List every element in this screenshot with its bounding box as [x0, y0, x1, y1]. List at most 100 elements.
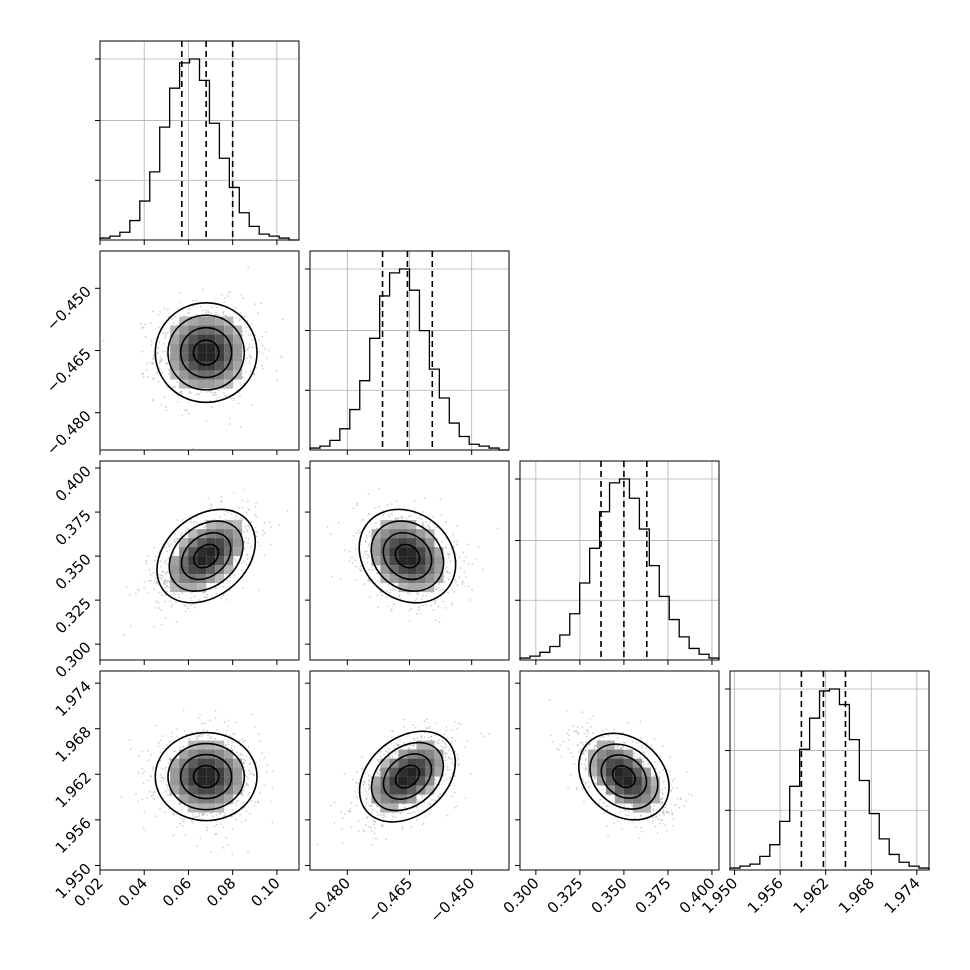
scatter-point: [120, 796, 123, 799]
density-cell: [416, 556, 426, 566]
scatter-point: [198, 393, 201, 396]
scatter-point: [249, 334, 252, 337]
scatter-point: [399, 811, 401, 814]
scatter-point: [457, 763, 459, 766]
scatter-point: [152, 354, 155, 357]
density-cell: [398, 556, 408, 566]
scatter-point: [428, 527, 431, 530]
scatter-point: [348, 560, 351, 563]
scatter-point: [157, 745, 160, 748]
scatter-point: [204, 309, 207, 312]
scatter-point: [266, 764, 268, 766]
scatter-point: [166, 581, 169, 584]
scatter-point: [191, 599, 193, 602]
scatter-point: [170, 543, 173, 545]
scatter-point: [340, 810, 343, 813]
scatter-point: [448, 556, 450, 559]
contour-line: [394, 764, 421, 789]
scatter-point: [239, 517, 241, 520]
scatter-point: [247, 542, 250, 545]
scatter-point: [263, 756, 266, 759]
scatter-point: [469, 599, 472, 601]
scatter-point: [238, 319, 241, 322]
scatter-point: [165, 406, 168, 409]
scatter-point: [263, 522, 266, 524]
scatter-point: [459, 723, 462, 726]
scatter-point: [456, 543, 458, 546]
scatter-point: [146, 797, 149, 799]
scatter-point: [152, 572, 155, 574]
scatter-point: [464, 585, 467, 588]
density-cell: [179, 565, 189, 575]
scatter-point: [192, 822, 194, 824]
scatter-point: [422, 822, 425, 824]
scatter-point: [480, 732, 482, 735]
scatter-point: [254, 726, 256, 728]
scatter-point: [661, 793, 664, 795]
scatter-point: [181, 818, 184, 820]
density-cell: [206, 538, 216, 548]
scatter-point: [444, 752, 447, 755]
scatter-point: [433, 600, 436, 603]
scatter-point: [467, 543, 469, 546]
scatter-point: [188, 311, 191, 314]
density-cell: [197, 334, 207, 344]
scatter-point: [264, 347, 266, 350]
scatter-point: [199, 714, 201, 716]
scatter-point: [251, 322, 253, 325]
scatter-point: [199, 735, 202, 738]
scatter-point: [251, 404, 253, 406]
scatter-point: [160, 574, 163, 576]
density-cell: [416, 583, 426, 593]
scatter-point: [226, 295, 229, 297]
scatter-point: [386, 503, 389, 506]
scatter-point: [368, 543, 371, 546]
scatter-point: [421, 511, 424, 514]
density-cell: [233, 758, 243, 768]
scatter-point: [389, 589, 392, 592]
scatter-point: [184, 610, 187, 613]
scatter-point: [242, 763, 245, 765]
scatter-point: [261, 336, 264, 338]
scatter-point: [359, 531, 362, 533]
density-cell: [206, 740, 216, 750]
scatter-point: [250, 357, 252, 360]
scatter-point: [249, 762, 252, 765]
density-cell: [224, 316, 234, 326]
scatter-point: [361, 756, 363, 759]
scatter-point: [316, 843, 319, 846]
scatter-point: [175, 621, 178, 623]
scatter-point: [410, 608, 413, 610]
scatter-point: [171, 736, 173, 738]
scatter-point: [153, 797, 156, 800]
scatter-point: [188, 738, 191, 741]
scatter-point: [432, 609, 435, 611]
scatter-point: [411, 723, 414, 726]
scatter-point: [261, 364, 263, 367]
scatter-point: [180, 532, 183, 534]
density-cell: [179, 370, 189, 380]
scatter-point: [193, 595, 196, 598]
scatter-point: [198, 734, 201, 737]
panel-inner: [316, 718, 490, 846]
panel-inner: [120, 709, 274, 855]
scatter-point: [225, 314, 228, 317]
scatter-point: [446, 814, 449, 817]
scatter-point: [420, 735, 423, 737]
scatter-point: [414, 739, 416, 741]
scatter-point: [411, 744, 414, 747]
scatter-point: [247, 745, 250, 748]
density-cell: [188, 325, 198, 335]
scatter-point: [141, 798, 144, 801]
scatter-point: [193, 521, 195, 524]
scatter-point: [598, 803, 601, 805]
scatter-point: [214, 710, 217, 712]
scatter-point: [200, 733, 202, 736]
scatter-panel-2-1: [309, 460, 510, 661]
scatter-point: [254, 303, 257, 305]
density-cell: [224, 776, 234, 786]
scatter-point: [167, 557, 170, 560]
scatter-point: [179, 746, 181, 749]
scatter-point: [456, 805, 458, 808]
